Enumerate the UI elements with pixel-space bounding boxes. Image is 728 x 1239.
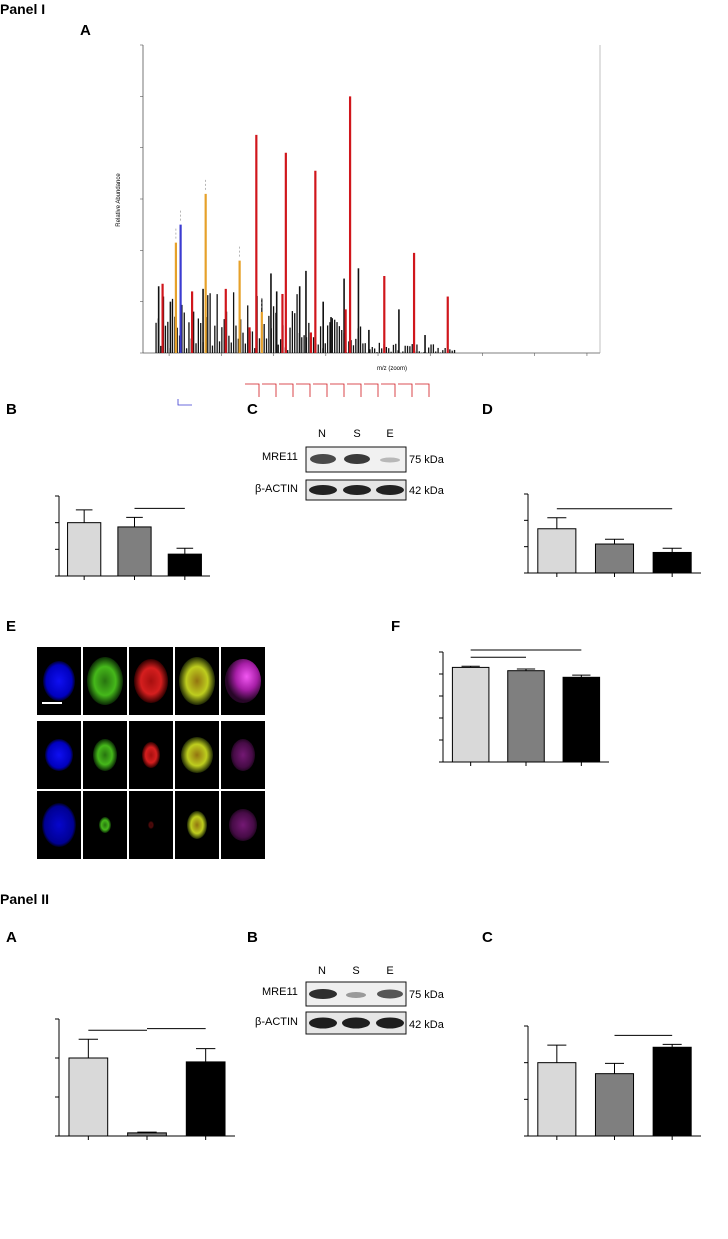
bar-s xyxy=(594,1073,635,1137)
sequence-y-ion-bracket xyxy=(279,383,294,397)
bar-chart-I-D xyxy=(524,493,701,577)
blot1-lane-n: N xyxy=(318,428,326,440)
blot2-actin-band-e xyxy=(376,1017,404,1029)
micro-signal xyxy=(142,742,160,768)
micro-signal xyxy=(231,739,255,771)
sequence-y-ion-bracket xyxy=(330,383,345,397)
label-2B: B xyxy=(247,929,258,946)
blot1-lane-s: S xyxy=(353,428,360,440)
bar-n xyxy=(68,1057,109,1137)
bar-s xyxy=(127,1132,167,1137)
blot2-mre11-band-e xyxy=(377,989,403,999)
blot1-mre11-label: MRE11 xyxy=(262,451,298,463)
blot1-mre11-band-n xyxy=(310,454,336,464)
blot1-mre11-band-s xyxy=(344,454,370,464)
blot1-actin-band-n xyxy=(309,485,337,495)
bar-chart-II-A xyxy=(55,1018,235,1140)
spectrum-ylabel: Relative Abundance xyxy=(116,173,122,227)
sequence-b-ion-bracket xyxy=(177,399,192,406)
blot2-mre11-band-n xyxy=(309,989,337,999)
label-1E: E xyxy=(6,618,16,635)
label-1C: C xyxy=(247,401,258,418)
sequence-y-ion-bracket xyxy=(245,383,260,397)
micro-signal xyxy=(45,739,73,771)
blot2-kda75: 75 kDa xyxy=(409,989,445,1001)
bar-e xyxy=(652,551,692,574)
bar-e xyxy=(185,1061,226,1137)
blot1-kda75: 75 kDa xyxy=(409,454,445,466)
bar-n xyxy=(537,1062,577,1137)
blot2-actin-band-s xyxy=(342,1017,370,1029)
bar-e xyxy=(167,553,202,577)
micro-signal xyxy=(43,661,75,701)
label-1A: A xyxy=(80,22,91,39)
bar-e xyxy=(652,1046,692,1137)
bar-n xyxy=(537,528,577,574)
western-blots: N S E MRE11 β-ACTIN 75 kDa 42 kDa N S E … xyxy=(255,428,445,1035)
blot1-actin-label: β-ACTIN xyxy=(255,483,298,495)
blot2-kda42: 42 kDa xyxy=(409,1019,445,1031)
sequence-y-ion-bracket xyxy=(296,383,311,397)
micro-signal xyxy=(87,657,123,705)
bar-s xyxy=(507,670,545,763)
bar-n xyxy=(67,522,102,577)
blot2-lane-s: S xyxy=(352,965,359,977)
label-1F: F xyxy=(391,618,400,635)
ms-spectrum-chart: Relative Abundance m/z (zoom) xyxy=(116,44,601,406)
micro-signal xyxy=(181,737,213,773)
bar-chart-I-B xyxy=(55,495,210,580)
bar-e xyxy=(562,676,601,763)
sequence-y-ion-bracket xyxy=(381,383,396,397)
panel-1-title: Panel I xyxy=(0,1,45,17)
blot2-mre11-label: MRE11 xyxy=(262,986,298,998)
label-1B: B xyxy=(6,401,17,418)
bar-s xyxy=(117,526,152,577)
bar-s xyxy=(594,543,635,574)
label-1D: D xyxy=(482,401,493,418)
blot1-kda42: 42 kDa xyxy=(409,485,445,497)
blot1-mre11-band-e xyxy=(380,457,400,463)
bar-chart-I-F xyxy=(439,649,609,766)
blot-panel-2b: N S E MRE11 β-ACTIN 75 kDa 42 kDa xyxy=(255,965,445,1035)
micro-signal xyxy=(148,821,154,829)
confocal-image-grid xyxy=(37,647,265,859)
sequence-y-ion-bracket xyxy=(364,383,379,397)
sequence-y-ion-bracket xyxy=(262,383,277,397)
micro-signal xyxy=(187,811,207,839)
blot2-actin-label: β-ACTIN xyxy=(255,1016,298,1028)
blot1-actin-band-e xyxy=(376,485,404,495)
bar-n xyxy=(451,666,490,763)
micro-signal xyxy=(99,817,111,833)
blot-panel-1c: N S E MRE11 β-ACTIN 75 kDa 42 kDa xyxy=(255,428,445,501)
micro-signal xyxy=(93,739,117,771)
blot2-mre11-band-s xyxy=(346,992,366,998)
bar-chart-II-C xyxy=(524,1025,701,1140)
blot1-lane-e: E xyxy=(386,428,393,440)
blot2-lane-e: E xyxy=(386,965,393,977)
panel-2-title: Panel II xyxy=(0,891,49,907)
blot2-lane-n: N xyxy=(318,965,326,977)
blot1-actin-band-s xyxy=(343,485,371,495)
sequence-y-ion-bracket xyxy=(347,383,362,397)
sequence-y-ion-bracket xyxy=(415,383,430,397)
micro-signal xyxy=(179,657,215,705)
micro-signal xyxy=(225,659,261,703)
sequence-y-ion-bracket xyxy=(313,383,328,397)
micro-signal xyxy=(229,809,257,841)
micro-signal xyxy=(42,803,76,847)
bar-charts xyxy=(55,493,701,1140)
micro-signal xyxy=(134,659,168,703)
blot2-actin-band-n xyxy=(309,1017,337,1029)
label-2A: A xyxy=(6,929,17,946)
sequence-y-ion-bracket xyxy=(398,383,413,397)
label-2C: C xyxy=(482,929,493,946)
spectrum-xlabel: m/z (zoom) xyxy=(377,366,407,372)
